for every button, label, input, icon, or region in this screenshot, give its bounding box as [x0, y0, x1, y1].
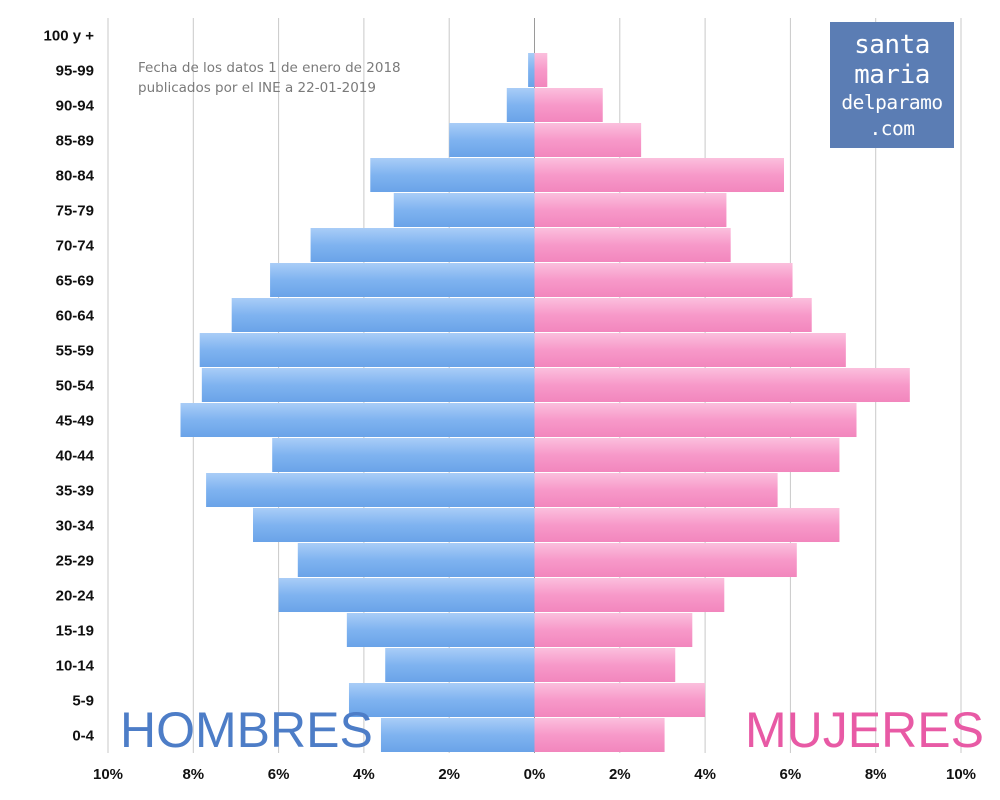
y-tick-label: 0-4 — [72, 728, 94, 745]
x-tick-label: 0% — [524, 766, 546, 783]
bar-mujeres — [534, 718, 665, 752]
bar-hombres — [385, 648, 535, 682]
x-tick-label: 2% — [438, 766, 460, 783]
bar-mujeres — [534, 123, 642, 157]
y-tick-label: 35-39 — [56, 483, 94, 500]
bar-hombres — [346, 613, 535, 647]
y-tick-label: 90-94 — [56, 98, 95, 115]
bar-mujeres — [534, 298, 812, 332]
men-label: HOMBRES — [120, 702, 373, 758]
x-tick-label: 6% — [268, 766, 290, 783]
bar-mujeres — [534, 228, 731, 262]
bar-mujeres — [534, 333, 846, 367]
bar-mujeres — [534, 578, 725, 612]
logo-line-2: maria — [854, 60, 930, 90]
y-tick-label: 15-19 — [56, 623, 94, 640]
x-tick-label: 2% — [609, 766, 631, 783]
bar-mujeres — [534, 543, 797, 577]
y-tick-label: 65-69 — [56, 273, 94, 290]
site-logo: santa maria delparamo .com — [830, 22, 954, 148]
x-tick-label: 4% — [694, 766, 716, 783]
x-tick-label: 4% — [353, 766, 375, 783]
bar-hombres — [380, 718, 535, 752]
bar-hombres — [180, 403, 535, 437]
y-tick-label: 5-9 — [72, 693, 94, 710]
x-tick-label: 6% — [780, 766, 802, 783]
bar-hombres — [253, 508, 535, 542]
data-source-note: Fecha de los datos 1 de enero de 2018 pu… — [138, 58, 401, 98]
y-tick-label: 70-74 — [56, 238, 95, 255]
bar-hombres — [201, 368, 535, 402]
bar-mujeres — [534, 53, 548, 87]
bar-mujeres — [534, 683, 706, 717]
bar-hombres — [348, 683, 535, 717]
logo-line-1: santa — [854, 30, 930, 60]
bar-mujeres — [534, 158, 785, 192]
x-tick-label: 10% — [946, 766, 976, 783]
logo-line-3: delparamo — [841, 91, 943, 114]
y-tick-label: 50-54 — [56, 378, 95, 395]
bar-mujeres — [534, 193, 727, 227]
bar-mujeres — [534, 648, 676, 682]
bar-hombres — [206, 473, 535, 507]
y-tick-label: 10-14 — [56, 658, 95, 675]
x-tick-label: 8% — [865, 766, 887, 783]
data-source-note-line-2: publicados por el INE a 22-01-2019 — [138, 80, 376, 96]
y-axis-tick-labels: 100 y + 95-99 90-94 85-89 80-84 75-79 70-74 65-… — [44, 28, 95, 745]
bar-hombres — [272, 438, 535, 472]
bar-hombres — [310, 228, 535, 262]
y-tick-label: 25-29 — [56, 553, 94, 570]
y-tick-label: 60-64 — [56, 308, 95, 325]
bars — [180, 53, 910, 752]
y-tick-label: 95-99 — [56, 63, 94, 80]
bar-mujeres — [534, 403, 857, 437]
y-tick-label: 40-44 — [56, 448, 95, 465]
bar-mujeres — [534, 473, 778, 507]
y-tick-label: 30-34 — [56, 518, 95, 535]
y-tick-label: 100 y + — [44, 28, 95, 45]
bar-mujeres — [534, 88, 603, 122]
bar-mujeres — [534, 438, 840, 472]
logo-line-4: .com — [869, 117, 915, 140]
bar-hombres — [506, 88, 535, 122]
x-tick-label: 10% — [93, 766, 123, 783]
data-source-note-line-1: Fecha de los datos 1 de enero de 2018 — [138, 60, 401, 76]
bar-mujeres — [534, 368, 910, 402]
y-tick-label: 45-49 — [56, 413, 94, 430]
y-tick-label: 75-79 — [56, 203, 94, 220]
bar-hombres — [528, 53, 535, 87]
bar-hombres — [231, 298, 535, 332]
bar-hombres — [449, 123, 535, 157]
bar-mujeres — [534, 613, 693, 647]
y-tick-label: 55-59 — [56, 343, 94, 360]
bar-hombres — [278, 578, 535, 612]
x-tick-label: 8% — [182, 766, 204, 783]
bar-hombres — [270, 263, 535, 297]
bar-hombres — [199, 333, 535, 367]
bar-mujeres — [534, 263, 793, 297]
y-tick-label: 80-84 — [56, 168, 95, 185]
bar-hombres — [393, 193, 535, 227]
bar-hombres — [297, 543, 535, 577]
y-tick-label: 20-24 — [56, 588, 95, 605]
x-axis-tick-labels: 10% 8% 6% 4% 2% 0% 2% 4% 6% 8% 10% — [93, 766, 976, 783]
bar-hombres — [370, 158, 535, 192]
y-tick-label: 85-89 — [56, 133, 94, 150]
women-label: MUJERES — [745, 702, 984, 758]
bar-mujeres — [534, 508, 840, 542]
